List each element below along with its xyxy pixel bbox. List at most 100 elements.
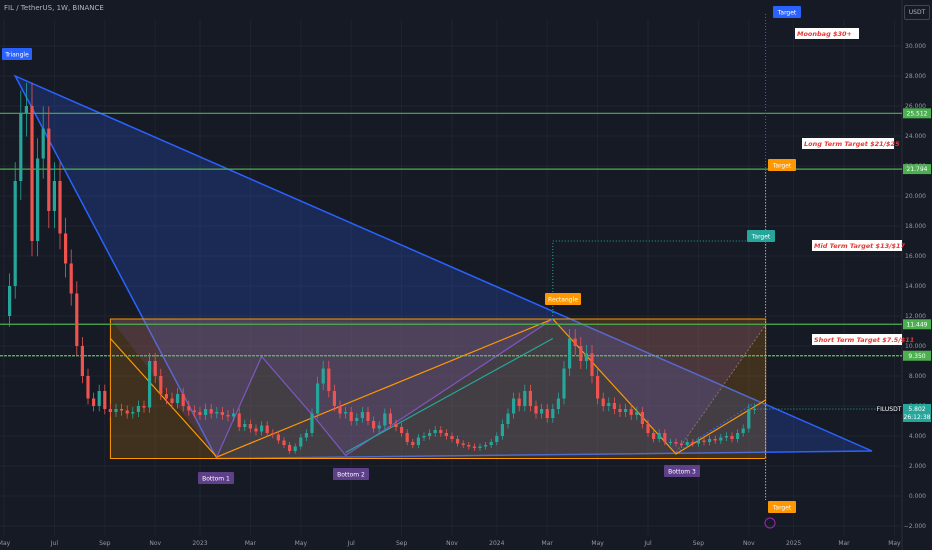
note-long-term-box [802,138,894,149]
candle-body [125,410,129,414]
candle-body [528,391,532,406]
level-tag-label: 25.512 [907,110,928,117]
level-tag [903,108,931,119]
candle-body [467,445,471,447]
y-tick-label: 20.000 [905,193,926,200]
candle-body [69,263,73,294]
candle-body [461,443,465,445]
candle-body [456,439,460,444]
candle-body [439,430,443,433]
candle-body [724,436,728,438]
x-tick-label: Jul [50,540,59,547]
candle-body [388,413,392,424]
x-tick-label: Sep [99,540,111,547]
note-short-term-box [812,334,902,345]
candle-body [713,439,717,441]
y-tick-label: 26.000 [905,103,926,110]
candle-body [696,440,700,444]
candle-body [142,406,146,408]
candle-body [635,412,639,415]
y-tick-label: 30.000 [905,43,926,50]
candle-body [13,181,17,286]
x-tick-label: Nov [446,540,458,547]
candle-body [422,436,426,438]
candle-body [92,398,96,406]
candle-body [534,406,538,414]
x-tick-label: Jul [347,540,356,547]
candle-body [629,409,633,415]
note-short-term: Short Term Target $7.5/$11 [814,336,914,344]
candle-body [405,433,409,442]
candle-body [719,437,723,441]
candle-body [276,434,280,441]
level-tag-label: 11.449 [907,321,928,328]
candle-body [215,412,219,414]
candle-body [708,439,712,442]
triangle-label: Triangle [4,52,29,59]
candle-body [176,394,180,403]
currency-button[interactable]: USDT [904,5,930,20]
triangle-pattern [13,74,873,460]
candle-body [187,406,191,411]
candle-body [747,409,751,429]
y-tick-label: 10.000 [905,343,926,350]
candle-body [282,440,286,445]
candle-body [30,106,34,241]
level-tag [903,319,931,330]
x-tick-label: Nov [149,540,161,547]
candle-body [573,338,577,346]
candle-body [86,376,90,399]
candle-body [730,436,734,439]
candle-body [321,368,325,384]
candle-body [472,446,476,448]
candle-body [58,181,62,234]
candle-body [332,391,336,406]
y-tick-label: 18.000 [905,223,926,230]
candle-body [310,413,314,433]
candle-body [232,413,236,417]
target-label-blue: Target [777,10,797,17]
target-label-bottom-box [768,501,796,513]
candle-body [198,412,202,415]
bottom1-label-box [198,472,234,484]
candle-body [383,413,387,426]
candle-body [500,424,504,436]
bottom2-label-box [333,468,369,480]
x-tick-label: Nov [743,540,755,547]
candle-body [226,415,230,417]
target-label-orange: Target [772,163,792,170]
candle-body [170,398,174,403]
note-mid-term-box [812,240,902,251]
candle-body [624,409,628,412]
note-long-term: Long Term Target $21/$25 [804,140,900,148]
last-price-label: 5.802 [908,406,925,413]
x-tick-label: Mar [245,540,257,547]
x-tick-label: May [591,540,604,547]
rectangle-label-box [545,293,581,305]
candle-body [8,286,12,316]
bottom2-label: Bottom 2 [337,472,365,479]
candle-body [243,424,247,427]
y-tick-label: 22.000 [905,163,926,170]
candle-body [545,409,549,418]
candle-body [584,353,588,361]
y-tick-label: 8.000 [909,373,926,380]
candle-body [237,413,241,427]
candle-body [349,412,353,421]
candle-body [618,409,622,412]
chart-title: FIL / TetherUS, 1W, BINANCE [4,4,104,12]
candle-body [254,428,258,432]
x-tick-label: Sep [396,540,408,547]
candle-body [19,113,23,181]
candle-body [657,433,661,439]
candle-body [220,412,224,415]
countdown-label: 26:12:38 [904,414,931,421]
y-tick-label: 12.000 [905,313,926,320]
target-label-teal: Target [751,234,771,241]
candle-body [590,353,594,376]
candle-body [97,391,101,406]
triangle-label-box [2,48,32,60]
candle-body [400,427,404,433]
